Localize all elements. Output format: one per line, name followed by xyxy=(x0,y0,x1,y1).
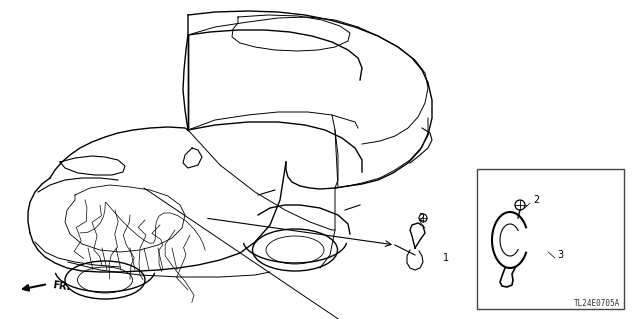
Bar xyxy=(477,169,624,309)
Text: FR.: FR. xyxy=(52,280,71,292)
Text: 3: 3 xyxy=(557,250,563,260)
Text: 2: 2 xyxy=(533,195,540,205)
Text: 1: 1 xyxy=(443,253,449,263)
Text: TL24E0705A: TL24E0705A xyxy=(573,299,620,308)
Text: 2: 2 xyxy=(418,213,424,223)
